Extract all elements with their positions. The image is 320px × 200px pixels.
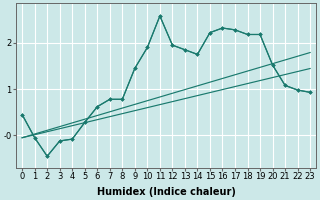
X-axis label: Humidex (Indice chaleur): Humidex (Indice chaleur) — [97, 187, 236, 197]
